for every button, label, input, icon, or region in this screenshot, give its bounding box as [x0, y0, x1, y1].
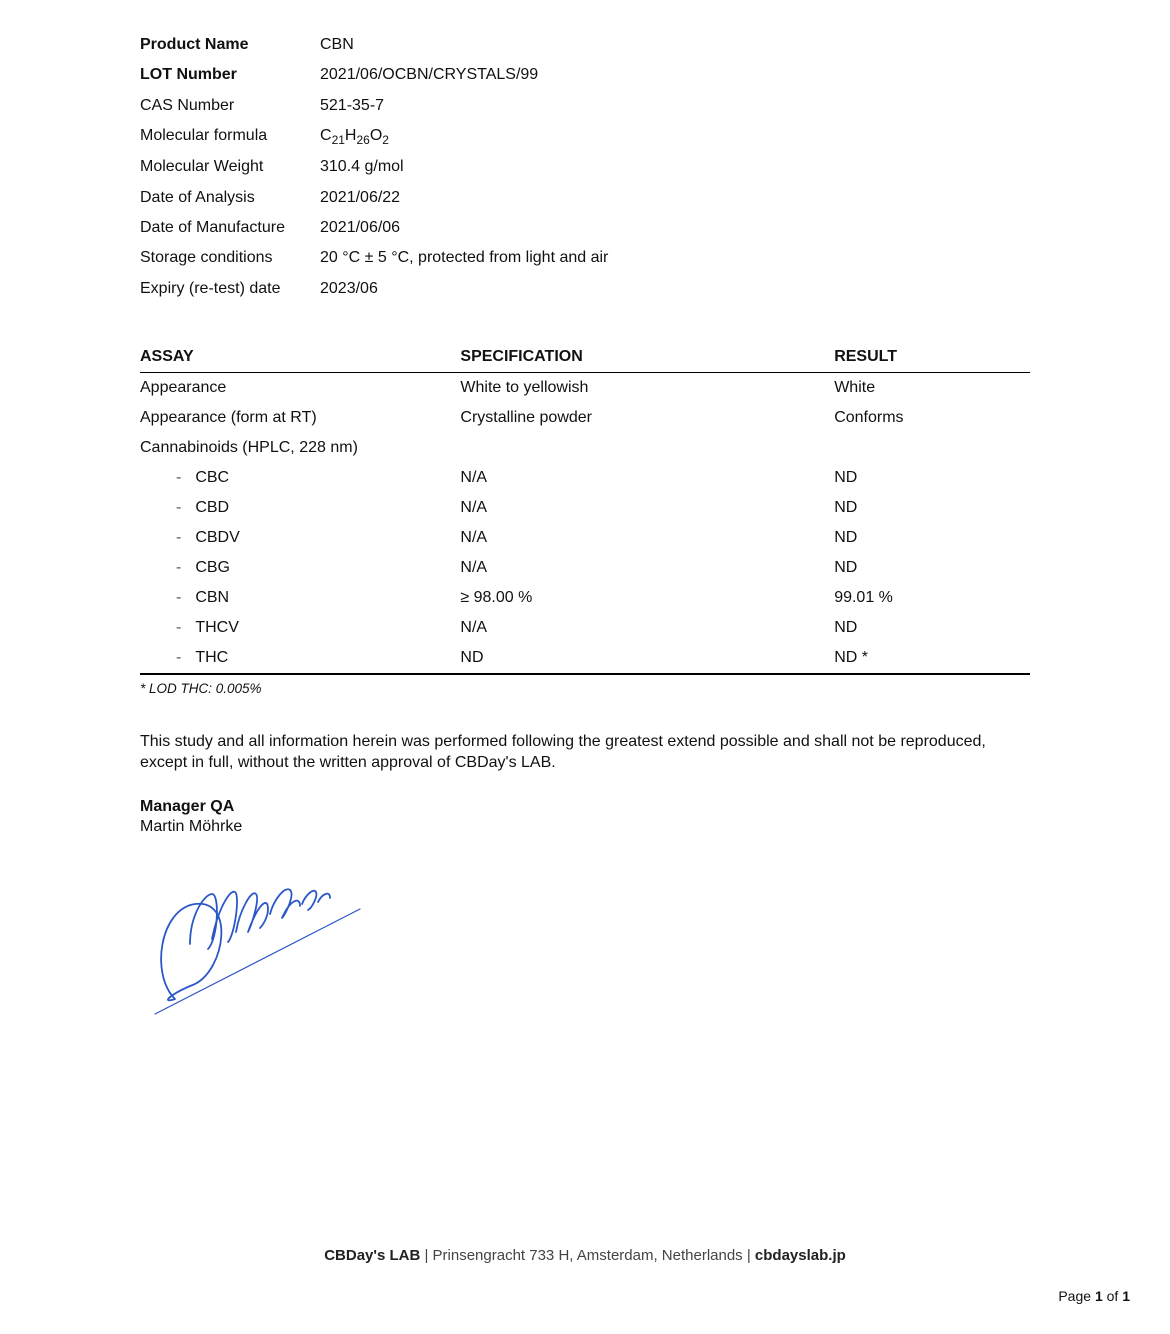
table-row: THCNDND *	[140, 643, 1030, 674]
cell-spec: Crystalline powder	[460, 403, 834, 433]
table-row: Cannabinoids (HPLC, 228 nm)	[140, 433, 1030, 463]
cell-result	[834, 433, 1030, 463]
cell-assay: CBDV	[140, 523, 460, 553]
table-row: CBN≥ 98.00 %99.01 %	[140, 583, 1030, 613]
info-value: 521-35-7	[320, 91, 1030, 121]
info-label: Date of Analysis	[140, 183, 320, 213]
info-row: Product NameCBN	[140, 30, 1030, 60]
cell-assay: CBG	[140, 553, 460, 583]
cell-spec: N/A	[460, 523, 834, 553]
footer-sep: |	[420, 1247, 432, 1264]
table-row: CBGN/AND	[140, 553, 1030, 583]
cell-spec: ≥ 98.00 %	[460, 583, 834, 613]
table-row: CBCN/AND	[140, 463, 1030, 493]
info-value: 2021/06/OCBN/CRYSTALS/99	[320, 60, 1030, 90]
cell-result: ND	[834, 613, 1030, 643]
info-label: Date of Manufacture	[140, 213, 320, 243]
cell-spec: White to yellowish	[460, 373, 834, 404]
info-row: Molecular Weight310.4 g/mol	[140, 152, 1030, 182]
assay-table: ASSAY SPECIFICATION RESULT AppearanceWhi…	[140, 340, 1030, 675]
cell-assay: THCV	[140, 613, 460, 643]
info-row: Date of Manufacture2021/06/06	[140, 213, 1030, 243]
footer-address: CBDay's LAB | Prinsengracht 733 H, Amste…	[0, 1247, 1170, 1264]
page-total: 1	[1122, 1288, 1130, 1304]
cell-assay: THC	[140, 643, 460, 674]
info-row: Molecular formulaC21H26O2	[140, 121, 1030, 152]
info-label: LOT Number	[140, 60, 320, 90]
info-row: Storage conditions20 °C ± 5 °C, protecte…	[140, 243, 1030, 273]
page-number: Page 1 of 1	[1058, 1288, 1130, 1304]
footnote-lod: * LOD THC: 0.005%	[140, 681, 1030, 696]
disclaimer-text: This study and all information herein wa…	[140, 732, 1030, 774]
cell-spec: N/A	[460, 613, 834, 643]
page-prefix: Page	[1058, 1288, 1095, 1304]
signature-name: Martin Möhrke	[140, 818, 1030, 836]
info-label: Product Name	[140, 30, 320, 60]
info-value: CBN	[320, 30, 1030, 60]
footer-lab-name: CBDay's LAB	[324, 1247, 420, 1264]
info-row: LOT Number2021/06/OCBN/CRYSTALS/99	[140, 60, 1030, 90]
table-row: AppearanceWhite to yellowishWhite	[140, 373, 1030, 404]
signature-block: Manager QA Martin Möhrke	[140, 798, 1030, 1029]
info-value: 2021/06/06	[320, 213, 1030, 243]
table-row: THCVN/AND	[140, 613, 1030, 643]
info-value: 310.4 g/mol	[320, 152, 1030, 182]
info-label: Molecular formula	[140, 121, 320, 152]
cell-assay: Appearance	[140, 373, 460, 404]
info-row: CAS Number521-35-7	[140, 91, 1030, 121]
info-label: Expiry (re-test) date	[140, 274, 320, 304]
cell-result: ND *	[834, 643, 1030, 674]
cell-assay: CBN	[140, 583, 460, 613]
cell-spec: N/A	[460, 463, 834, 493]
cell-assay: CBC	[140, 463, 460, 493]
document-page: Product NameCBNLOT Number2021/06/OCBN/CR…	[0, 0, 1170, 1334]
cell-result: ND	[834, 463, 1030, 493]
header-result: RESULT	[834, 340, 1030, 373]
info-label: CAS Number	[140, 91, 320, 121]
table-row: CBDVN/AND	[140, 523, 1030, 553]
cell-assay: Cannabinoids (HPLC, 228 nm)	[140, 433, 460, 463]
page-current: 1	[1095, 1288, 1103, 1304]
cell-result: Conforms	[834, 403, 1030, 433]
cell-assay: Appearance (form at RT)	[140, 403, 460, 433]
cell-result: ND	[834, 523, 1030, 553]
page-of: of	[1103, 1288, 1122, 1304]
product-info-section: Product NameCBNLOT Number2021/06/OCBN/CR…	[140, 30, 1030, 304]
info-value: 2023/06	[320, 274, 1030, 304]
info-value: 20 °C ± 5 °C, protected from light and a…	[320, 243, 1030, 273]
cell-result: ND	[834, 553, 1030, 583]
cell-result: 99.01 %	[834, 583, 1030, 613]
info-value: 2021/06/22	[320, 183, 1030, 213]
info-row: Expiry (re-test) date2023/06	[140, 274, 1030, 304]
info-value: C21H26O2	[320, 121, 1030, 152]
cell-spec	[460, 433, 834, 463]
cell-result: White	[834, 373, 1030, 404]
cell-spec: ND	[460, 643, 834, 674]
signature-icon	[140, 854, 1030, 1029]
cell-result: ND	[834, 493, 1030, 523]
info-label: Storage conditions	[140, 243, 320, 273]
cell-spec: N/A	[460, 493, 834, 523]
header-spec: SPECIFICATION	[460, 340, 834, 373]
table-row: CBDN/AND	[140, 493, 1030, 523]
header-assay: ASSAY	[140, 340, 460, 373]
signature-title: Manager QA	[140, 798, 1030, 816]
info-label: Molecular Weight	[140, 152, 320, 182]
cell-assay: CBD	[140, 493, 460, 523]
footer-domain: cbdayslab.jp	[755, 1247, 846, 1264]
footer-sep2: |	[743, 1247, 755, 1264]
cell-spec: N/A	[460, 553, 834, 583]
info-row: Date of Analysis2021/06/22	[140, 183, 1030, 213]
footer-address-text: Prinsengracht 733 H, Amsterdam, Netherla…	[433, 1247, 743, 1264]
table-row: Appearance (form at RT)Crystalline powde…	[140, 403, 1030, 433]
